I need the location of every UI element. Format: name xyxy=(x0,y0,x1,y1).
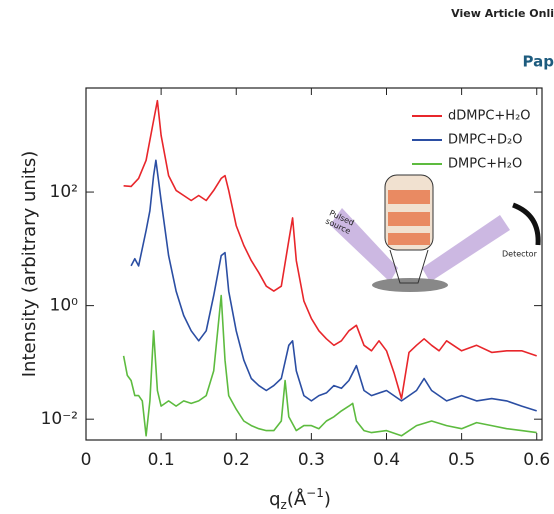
series-line xyxy=(123,99,537,400)
section-label: Pap xyxy=(523,53,554,71)
x-tick-label: 0.2 xyxy=(223,450,250,470)
layer xyxy=(388,190,430,204)
scattered-beam xyxy=(422,215,510,282)
sample-holder xyxy=(389,249,429,284)
x-tick-label: 0.4 xyxy=(373,450,400,470)
x-tick-label: 0 xyxy=(81,450,92,470)
detector xyxy=(512,202,541,246)
incident-beam xyxy=(330,208,398,282)
article-link[interactable]: View Article Onli xyxy=(451,7,554,20)
setup-diagram: Pulsedsource Detector xyxy=(324,174,541,292)
x-tick-label: 0.5 xyxy=(448,450,475,470)
y-axis-label: Intensity (arbitrary units) xyxy=(19,151,40,378)
x-tick-label: 0.1 xyxy=(148,450,175,470)
legend-label: DMPC+H₂O xyxy=(448,157,522,172)
legend-label: DMPC+D₂O xyxy=(448,133,523,148)
sample-shadow xyxy=(372,278,448,292)
series-line xyxy=(122,294,537,437)
layer xyxy=(388,233,430,245)
plot-frame xyxy=(85,87,543,441)
x-axis-label: qz(Å−1) xyxy=(269,486,331,512)
legend-label: dDMPC+H₂O xyxy=(448,109,531,124)
y-tick-label: 10² xyxy=(50,182,78,202)
detector-label: Detector xyxy=(502,250,538,259)
layer xyxy=(388,212,430,226)
x-tick-label: 0.6 xyxy=(523,450,550,470)
y-tick-label: 10⁰ xyxy=(50,296,79,316)
y-tick-label: 10⁻² xyxy=(41,409,78,429)
series-line xyxy=(130,159,537,412)
x-tick-label: 0.3 xyxy=(298,450,325,470)
